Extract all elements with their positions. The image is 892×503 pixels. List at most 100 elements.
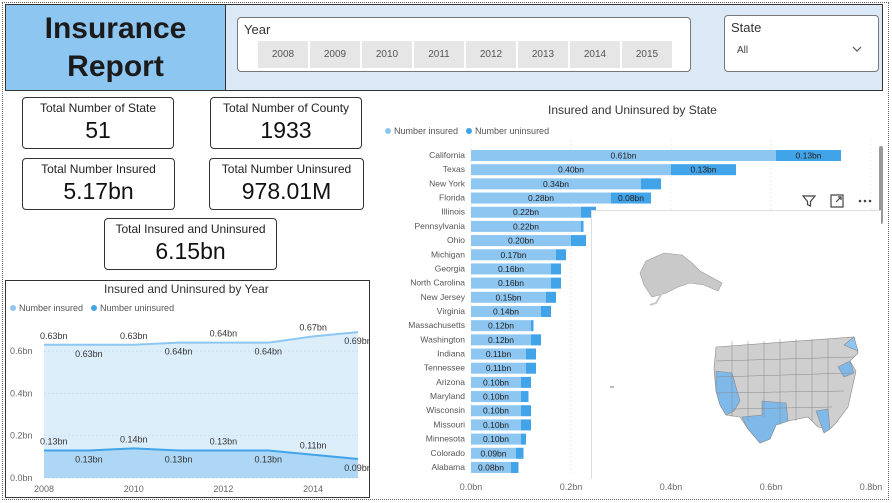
map-visual[interactable]: [591, 210, 881, 479]
data-label: 0.10bn: [483, 434, 509, 444]
category-label: Ohio: [447, 235, 465, 245]
insured-bar: [471, 348, 526, 360]
uninsured-bar: [521, 405, 531, 417]
legend-insured-label: Number insured: [19, 303, 84, 313]
uninsured-bar: [541, 305, 551, 317]
year-option-2010[interactable]: 2010: [362, 41, 412, 68]
uninsured-bar: [511, 461, 519, 473]
chevron-down-icon: [852, 46, 862, 52]
data-label: 0.08bn: [618, 193, 644, 203]
category-label: Indiana: [437, 349, 465, 359]
kpi-total-county-label: Total Number of County: [222, 101, 350, 115]
year-option-2014[interactable]: 2014: [570, 41, 620, 68]
insured-bar: [471, 192, 611, 204]
data-label: 0.69bn: [344, 336, 369, 346]
insured-bar: [471, 362, 526, 374]
focus-mode-icon[interactable]: [829, 193, 845, 209]
insured-area: [44, 332, 358, 478]
insured-bar: [471, 206, 581, 218]
y-tick-label: 0.6bn: [10, 346, 33, 356]
data-label: 0.16bn: [498, 264, 524, 274]
x-tick-label: 0.2bn: [560, 482, 583, 492]
x-tick-label: 0.6bn: [760, 482, 783, 492]
insured-bar: [471, 376, 521, 388]
legend-uninsured-label: Number uninsured: [475, 126, 550, 136]
y-tick-label: 0.4bn: [10, 388, 33, 398]
insured-bar: [471, 178, 641, 190]
data-label: 0.11bn: [486, 349, 512, 359]
kpi-total-uninsured-label: Total Number Uninsured: [221, 162, 352, 176]
insured-line: [44, 331, 359, 346]
filter-icon[interactable]: [801, 193, 817, 209]
data-label: 0.14bn: [120, 434, 148, 444]
uninsured-bar: [556, 249, 566, 261]
x-tick-label: 0.4bn: [660, 482, 683, 492]
uninsured-bar: [521, 419, 531, 431]
legend-uninsured-label: Number uninsured: [100, 303, 175, 313]
state-dropdown[interactable]: All: [735, 41, 867, 61]
year-option-2011[interactable]: 2011: [414, 41, 464, 68]
scrollbar[interactable]: [879, 146, 883, 224]
x-tick-label: 0.8bn: [860, 482, 883, 492]
report-title-box: Insurance Report: [5, 4, 226, 91]
kpi-total-uninsured: Total Number Uninsured 978.01M: [209, 158, 364, 210]
insured-bar: [471, 334, 531, 346]
kpi-total-states-label: Total Number of State: [39, 101, 157, 115]
insured-bar: [471, 150, 776, 161]
legend-uninsured-dot: [91, 305, 98, 311]
kpi-total-county: Total Number of County 1933: [210, 97, 362, 149]
data-label: 0.08bn: [478, 462, 504, 472]
year-option-2015[interactable]: 2015: [622, 41, 672, 68]
report-title: Insurance Report: [44, 11, 187, 83]
data-label: 0.15bn: [496, 292, 522, 302]
data-label: 0.67bn: [299, 322, 327, 332]
uninsured-bar: [521, 433, 526, 445]
data-label: 0.13bn: [796, 151, 822, 161]
insured-bar: [471, 405, 521, 417]
insured-bar: [471, 277, 551, 289]
insured-bar: [471, 164, 671, 176]
kpi-total-county-value: 1933: [260, 117, 312, 143]
data-label: 0.12bn: [488, 321, 514, 331]
uninsured-bar: [521, 391, 529, 403]
more-options-icon[interactable]: [857, 193, 873, 209]
legend-insured-label: Number insured: [394, 126, 459, 136]
data-label: 0.17bn: [501, 250, 527, 260]
insured-bar: [471, 419, 521, 431]
insured-bar: [471, 291, 546, 303]
data-label: 0.13bn: [691, 165, 717, 175]
category-label: New Jersey: [421, 292, 466, 302]
legend-insured-dot: [10, 305, 16, 311]
data-label: 0.11bn: [300, 441, 327, 451]
category-label: New York: [429, 178, 466, 188]
us-map-image: [610, 252, 859, 444]
insured-bar: [471, 249, 556, 261]
category-label: Florida: [439, 193, 465, 203]
uninsured-bar: [611, 192, 651, 204]
category-label: Pennsylvania: [414, 221, 465, 231]
year-option-2008[interactable]: 2008: [258, 41, 308, 68]
x-tick-label: 0.0bn: [460, 482, 483, 492]
data-label: 0.63bn: [120, 331, 148, 341]
state-chart-title: Insured and Uninsured by State: [548, 103, 717, 117]
insured-bar: [471, 320, 531, 332]
year-option-2009[interactable]: 2009: [310, 41, 360, 68]
data-label: 0.10bn: [483, 392, 509, 402]
uninsured-bar: [671, 164, 736, 176]
uninsured-bar: [531, 320, 534, 332]
year-option-2013[interactable]: 2013: [518, 41, 568, 68]
year-option-2012[interactable]: 2012: [466, 41, 516, 68]
data-label: 0.13bn: [255, 455, 283, 465]
kpi-total-insured: Total Number Insured 5.17bn: [22, 158, 175, 210]
data-label: 0.64bn: [255, 347, 283, 357]
uninsured-bar: [546, 291, 556, 303]
kpi-total-insured-label: Total Number Insured: [41, 162, 156, 176]
insured-bar: [471, 235, 571, 247]
year-slicer: Year 2008 2009 2010 2011 2012 2013 2014 …: [237, 17, 691, 72]
x-tick-label: 2014: [303, 484, 323, 494]
data-label: 0.64bn: [210, 329, 238, 339]
data-label: 0.09bn: [344, 463, 369, 473]
insured-bar: [471, 391, 521, 403]
insured-bar: [471, 263, 551, 275]
category-label: California: [429, 150, 465, 160]
